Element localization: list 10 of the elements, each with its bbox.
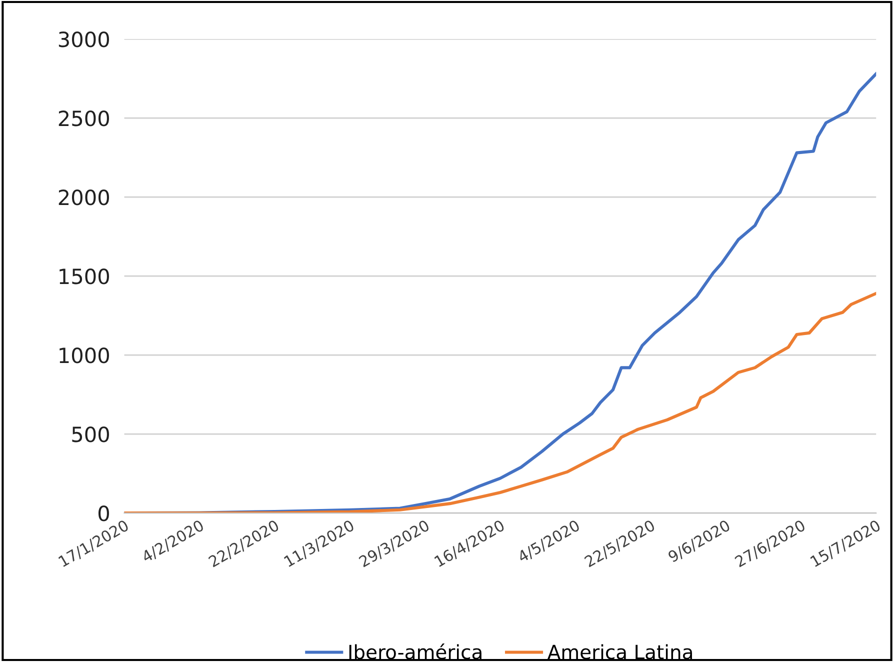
legend-label: Ibero-américa <box>349 644 482 660</box>
y-tick-label: 2500 <box>58 110 109 126</box>
y-tick-label: 500 <box>72 426 109 442</box>
y-tick-label: 2000 <box>58 190 109 206</box>
y-tick-label: 1500 <box>60 268 109 284</box>
y-tick-label: 3000 <box>58 32 109 48</box>
line-series <box>124 292 876 514</box>
y-tick-label: 0 <box>98 506 109 522</box>
legend-label: America Latina <box>547 644 692 660</box>
y-tick-label: 1000 <box>60 348 109 364</box>
